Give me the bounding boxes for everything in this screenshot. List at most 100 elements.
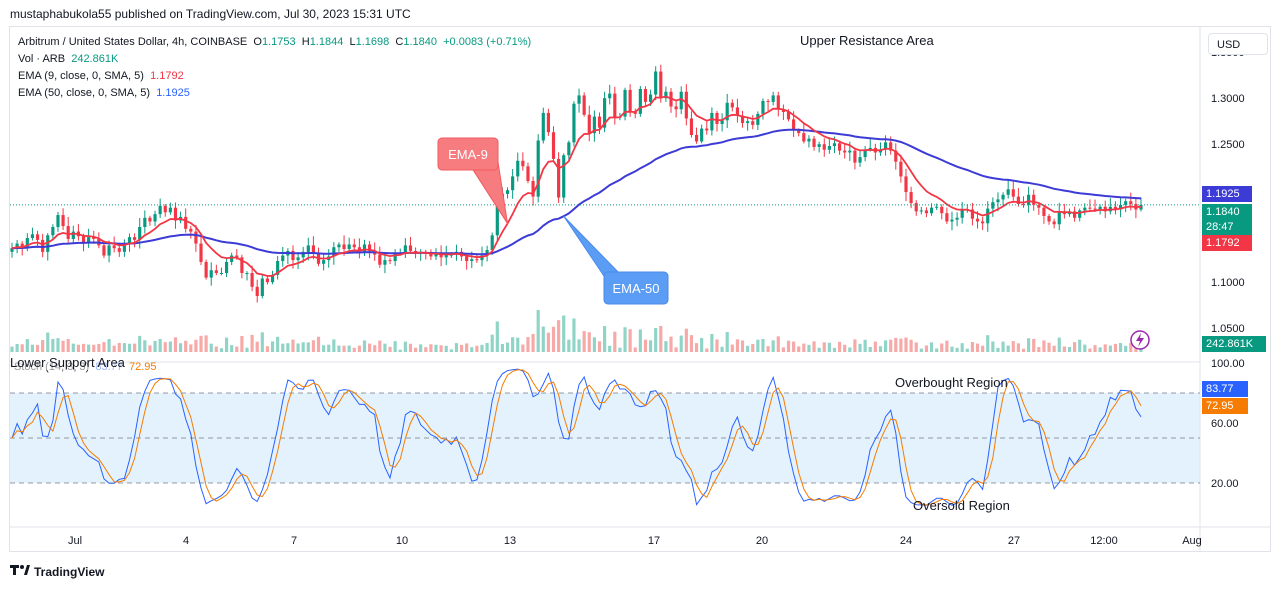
volume-bar [357,345,361,352]
volume-bar [148,345,152,352]
volume-bar [832,347,837,352]
candle-body [792,119,796,131]
volume-bar [122,343,126,352]
ema9-line [11,95,1142,277]
candle-body [679,91,683,110]
volume-bar [1088,348,1092,352]
volume-bar [163,342,167,352]
volume-bar [1001,341,1005,352]
volume-bar [577,339,581,352]
volume-bar [710,333,714,352]
volume-bar [25,339,29,352]
volume-bar [812,341,816,352]
candle-body [240,257,244,273]
volume-bar [613,331,617,352]
candle-body [245,273,249,274]
candle-body [975,218,980,222]
volume-bar [240,336,244,352]
volume-bar [480,344,484,352]
volume-bar [975,343,980,352]
candle-body [276,261,280,275]
candle-body [470,259,474,262]
volume-bar [822,342,826,352]
open-value: 1.1753 [261,36,296,48]
candle-body [383,260,387,265]
candle-body [444,254,448,258]
volume-bar [255,341,259,352]
volume-bar [679,335,683,352]
volume-bar [643,339,648,352]
volume-bar [592,337,596,352]
volume-bar [603,326,607,352]
low-value: 1.1698 [355,36,390,48]
tradingview-brand[interactable]: TradingView [10,564,104,579]
candle-body [265,278,270,283]
candle-body [122,244,126,252]
candle-body [740,115,745,124]
volume-bar [347,345,351,352]
volume-bar [776,336,780,352]
candle-body [541,112,545,141]
symbol-name: Arbitrum / United States Dollar, 4h, COI… [18,36,248,48]
volume-bar [1062,346,1066,352]
volume-bar [817,347,821,352]
volume-bar [955,347,959,352]
candle-body [434,253,438,257]
candle-body [1078,210,1082,218]
candle-body [1027,194,1031,205]
candle-body [786,112,791,120]
candle-body [654,71,658,95]
volume-bar [143,340,147,352]
candle-body [439,253,443,258]
volume-bar [316,336,321,352]
volume-bar [368,343,372,352]
candle-body [224,261,229,273]
candle-body [219,273,224,274]
volume-bar [715,339,719,352]
candle-body [950,219,954,222]
candle-body [802,133,806,142]
stoch-d-line [11,369,1142,506]
volume-bar [807,344,811,352]
time-tick-label: 20 [756,535,768,547]
volume-bar [429,344,433,352]
volume-bar [546,332,550,352]
volume-bar [705,348,709,352]
candle-body [352,244,356,248]
volume-bar [383,343,387,352]
candle-body [485,250,489,256]
volume-bar [250,334,254,352]
candle-body [863,149,867,158]
volume-bar [965,348,969,352]
volume-bar [66,339,70,352]
volume-bar [940,343,944,352]
currency-button[interactable]: USD [1208,33,1268,55]
candle-body [127,237,132,245]
volume-bar [756,339,760,352]
candle-body [66,226,70,239]
candle-body [465,256,469,262]
candle-body [516,160,520,177]
volume-bar [526,337,530,352]
time-tick-label: Jul [68,535,82,547]
candle-body [35,234,40,240]
candle-body [904,176,908,193]
lightning-icon-bolt [1136,333,1144,347]
volume-bar [71,343,75,352]
volume-bar [597,341,602,352]
open-label: O [253,36,262,48]
candle-body [25,238,29,248]
volume-bar [311,340,315,352]
volume-bar [766,346,770,352]
volume-bar [730,344,734,352]
volume-bar [173,337,178,352]
low-label: L [349,36,356,48]
candle-body [526,166,530,181]
volume-bar [61,340,65,352]
candle-body [735,107,740,116]
candle-body [689,118,694,135]
candle-body [168,207,172,213]
candle-body [138,227,142,240]
candle-body [1032,194,1036,205]
